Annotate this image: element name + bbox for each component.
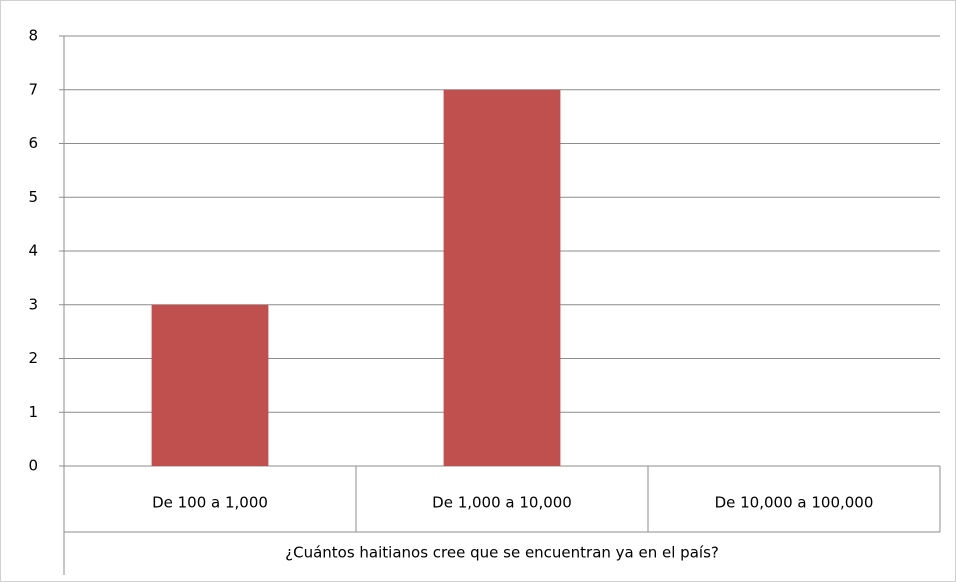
x-tick-label: De 100 a 1,000 — [152, 494, 268, 512]
bar — [151, 304, 269, 466]
y-tick-label: 6 — [28, 134, 38, 152]
y-tick-label: 4 — [28, 242, 38, 260]
y-tick-label: 8 — [28, 27, 38, 45]
y-tick-label: 5 — [28, 188, 38, 206]
y-tick-label: 2 — [28, 349, 38, 367]
bar — [443, 89, 561, 466]
x-tick-label: De 10,000 a 100,000 — [715, 494, 874, 512]
y-tick-label: 3 — [28, 295, 38, 313]
y-tick-label: 0 — [28, 457, 38, 475]
x-tick-label: De 1,000 a 10,000 — [432, 494, 572, 512]
x-axis-title: ¿Cuántos haitianos cree que se encuentra… — [285, 544, 719, 562]
y-tick-label: 7 — [28, 80, 38, 98]
y-tick-label: 1 — [28, 403, 38, 421]
